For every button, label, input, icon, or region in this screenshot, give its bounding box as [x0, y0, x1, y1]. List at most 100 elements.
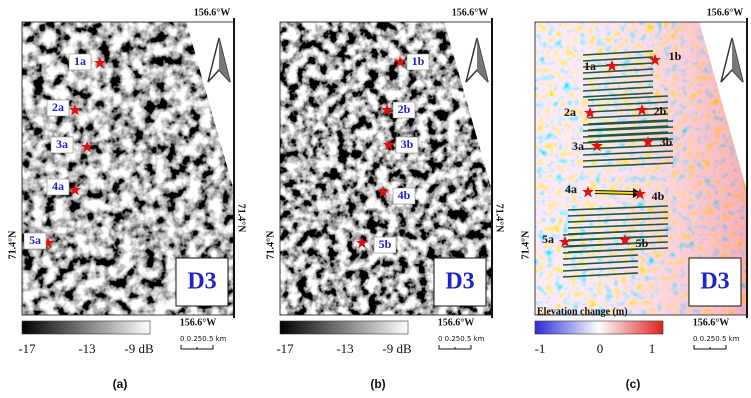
lat-left: 71.4°N	[520, 230, 531, 259]
point-label: 3a	[572, 139, 584, 153]
track-line	[587, 131, 669, 137]
track-line	[562, 242, 639, 248]
track-line	[582, 120, 674, 126]
track-line	[587, 107, 669, 113]
track-line	[582, 132, 674, 138]
lon-top: 156.6°W	[707, 7, 744, 18]
track-line	[582, 74, 654, 80]
point-label-box	[392, 101, 416, 119]
track-line	[562, 260, 639, 266]
point-label-box	[373, 236, 397, 254]
track-line	[587, 137, 669, 143]
track-line	[582, 138, 674, 144]
point-label: 4b	[398, 188, 411, 202]
panel-caption: (b)	[370, 377, 385, 391]
colorbar-tick: -13	[336, 341, 353, 356]
track-line	[582, 56, 654, 62]
scale-label: 0 0.250.5 km	[693, 335, 740, 343]
north-arrow-shade	[732, 38, 743, 82]
track-line	[562, 266, 639, 272]
point-label: 5b	[636, 236, 649, 250]
track-line	[582, 86, 654, 92]
point-label: 5b	[379, 237, 392, 251]
point-label: 1a	[584, 59, 596, 73]
point-label-box	[68, 53, 92, 71]
point-label-box	[406, 53, 430, 71]
track-line	[562, 272, 639, 278]
track-line	[567, 205, 669, 211]
track-line	[582, 126, 674, 132]
site-label: D3	[700, 269, 729, 295]
track-line	[587, 101, 669, 107]
scale-bar	[438, 345, 472, 350]
scale-label: 0 0.250.5 km	[180, 335, 227, 343]
colorbar-tick: -9 dB	[124, 341, 154, 356]
colorbar-title: Elevation change (m)	[537, 306, 628, 317]
panel-caption: (c)	[626, 377, 641, 391]
point-label: 4a	[565, 182, 577, 196]
track-line	[562, 254, 639, 260]
lat-left: 71.4°N	[265, 230, 276, 259]
point-label: 5a	[29, 233, 41, 247]
track-line	[582, 150, 674, 156]
track-line	[587, 113, 669, 119]
north-arrow-shade	[477, 38, 488, 82]
lat-right: 71.4°N	[236, 204, 247, 233]
lon-top: 156.6°W	[452, 7, 489, 18]
track-line	[587, 119, 669, 125]
colorbar-tick: -17	[18, 341, 36, 356]
colorbar-tick: -1	[535, 341, 546, 356]
colorbar	[534, 320, 664, 335]
point-label: 5a	[542, 232, 554, 246]
track-line	[587, 95, 669, 101]
lat-left: 71.4°N	[7, 230, 18, 259]
point-label-box	[23, 232, 47, 250]
point-label-box	[395, 136, 419, 154]
point-label: 2b	[654, 104, 667, 118]
site-box	[175, 257, 229, 307]
point-label: 1a	[74, 54, 86, 68]
point-label: 1b	[412, 54, 425, 68]
panel-caption: (a)	[113, 377, 128, 391]
lon-bottom: 156.6°W	[693, 317, 730, 328]
point-label-box	[50, 136, 74, 154]
track-line	[567, 223, 669, 229]
point-label: 3b	[401, 137, 414, 151]
track-line	[582, 162, 674, 168]
track-line	[562, 230, 639, 236]
point-label: 3a	[56, 137, 68, 151]
track-line	[567, 217, 669, 223]
panel: 156.6°W 156.6°W 71.4°N 71.4°N D3 1a 2a 3a 4a 5a -1…	[7, 7, 246, 391]
point-label: 4a	[52, 179, 64, 193]
point-label-box	[392, 187, 416, 205]
displacement-arrow-fill	[594, 191, 634, 194]
scale-bar	[693, 345, 727, 350]
track-line	[562, 248, 639, 254]
scale-bar	[180, 345, 214, 350]
lon-bottom: 156.6°W	[438, 317, 475, 328]
point-label: 4b	[652, 189, 665, 203]
site-box	[688, 257, 742, 307]
track-line	[582, 156, 674, 162]
lon-bottom: 156.6°W	[180, 317, 217, 328]
colorbar-tick: -17	[276, 341, 294, 356]
colorbar-tick: -13	[78, 341, 95, 356]
track-line	[582, 50, 654, 56]
point-label-box	[46, 99, 70, 117]
scale-label: 0 0.250.5 km	[438, 335, 485, 343]
point-label: 1b	[669, 49, 682, 63]
point-label: 2b	[398, 102, 411, 116]
lat-right: 71.4°N	[749, 204, 751, 233]
point-label: 3b	[660, 135, 673, 149]
point-label: 2a	[564, 105, 576, 119]
site-label: D3	[187, 269, 216, 295]
track-line	[582, 68, 654, 74]
colorbar-tick: 1	[649, 341, 656, 356]
track-line	[587, 125, 669, 131]
point-label-box	[46, 178, 70, 196]
colorbar-tick: 0	[597, 341, 604, 356]
colorbar	[21, 320, 151, 335]
track-line	[567, 211, 669, 217]
colorbar	[279, 320, 409, 335]
